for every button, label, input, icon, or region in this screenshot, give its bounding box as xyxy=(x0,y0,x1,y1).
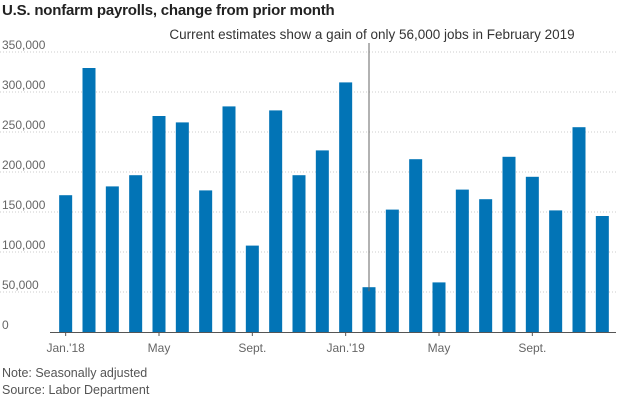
bar xyxy=(362,287,376,332)
bar xyxy=(59,195,73,332)
bar xyxy=(245,245,259,332)
bars xyxy=(59,68,609,333)
bar-chart: 0 50,000 100,000 150,000 200,000 250,000 300,0… xyxy=(0,27,616,355)
bar xyxy=(409,159,423,332)
x-tick-label: May xyxy=(428,341,451,355)
bar xyxy=(152,116,166,332)
bar xyxy=(385,209,399,332)
bar xyxy=(549,210,563,332)
bar xyxy=(572,127,586,332)
bar xyxy=(129,175,143,332)
y-tick-label: 50,000 xyxy=(2,278,39,292)
x-tick-label: May xyxy=(148,341,171,355)
x-tick-label: Sept. xyxy=(518,341,546,355)
bar xyxy=(502,156,516,332)
y-tick-label: 0 xyxy=(2,318,9,332)
bar xyxy=(82,68,96,332)
bar xyxy=(315,150,329,332)
footnote: Note: Seasonally adjusted xyxy=(2,366,148,380)
bar xyxy=(339,82,353,333)
bar xyxy=(525,176,539,332)
x-tick-label: Jan.'18 xyxy=(47,341,86,355)
annotation-text: Current estimates show a gain of only 56… xyxy=(169,27,574,42)
bar xyxy=(105,186,119,332)
y-tick-label: 100,000 xyxy=(2,238,46,252)
bar xyxy=(292,175,306,332)
y-tick-label: 250,000 xyxy=(2,118,46,132)
bar xyxy=(175,122,189,333)
chart-title: U.S. nonfarm payrolls, change from prior… xyxy=(2,2,335,19)
x-tick-label: Sept. xyxy=(238,341,266,355)
bar xyxy=(199,190,213,332)
y-tick-label: 350,000 xyxy=(2,38,46,52)
bar xyxy=(432,282,446,332)
bar xyxy=(222,106,236,333)
annotation: Current estimates show a gain of only 56… xyxy=(169,27,575,292)
y-tick-label: 300,000 xyxy=(2,78,46,92)
y-tick-label: 150,000 xyxy=(2,198,46,212)
x-tick-label: Jan.'19 xyxy=(327,341,366,355)
x-axis: Jan.'18 May Sept. Jan.'19 May Sept. xyxy=(47,332,616,355)
y-axis-labels: 0 50,000 100,000 150,000 200,000 250,000 300,0… xyxy=(2,38,46,332)
bar xyxy=(479,199,493,332)
bar xyxy=(595,216,609,332)
bar xyxy=(269,110,283,333)
bar xyxy=(455,189,469,332)
source-note: Source: Labor Department xyxy=(2,383,150,397)
y-tick-label: 200,000 xyxy=(2,158,46,172)
